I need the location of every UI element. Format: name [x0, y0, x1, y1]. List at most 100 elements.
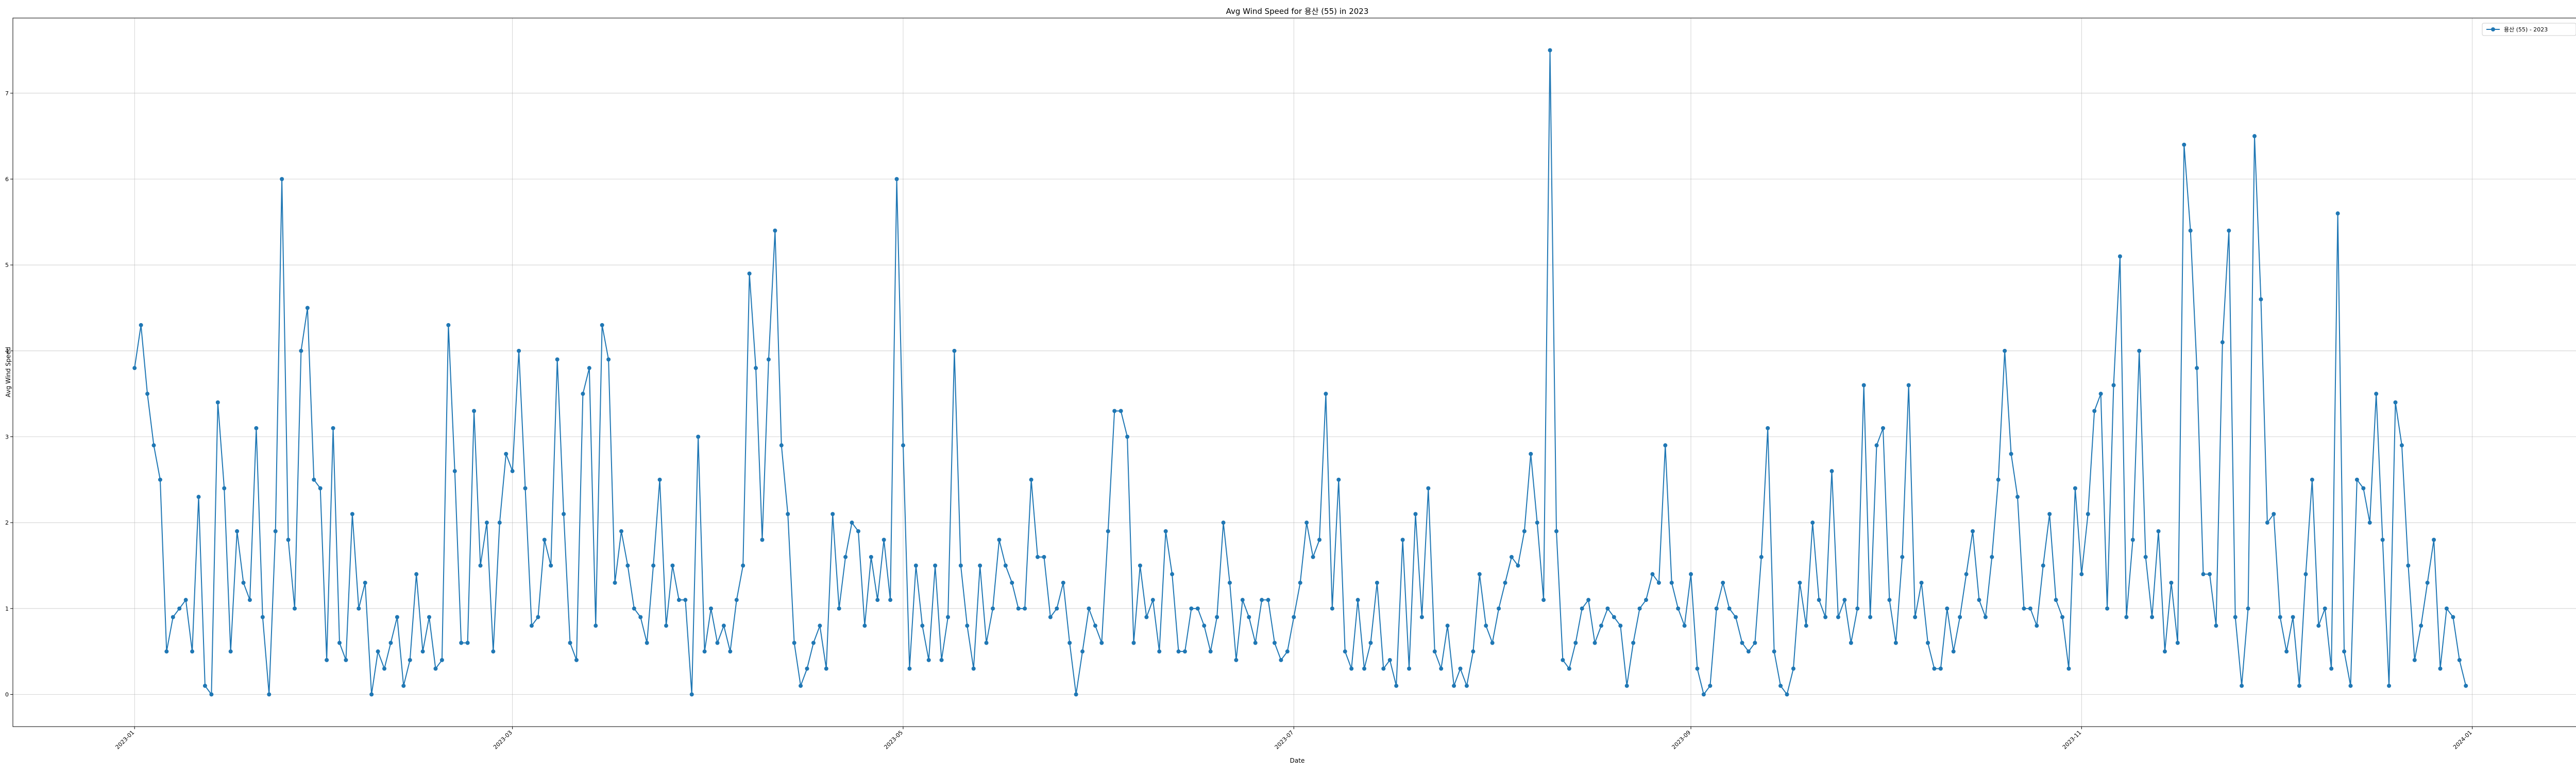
- data-point: [600, 323, 604, 327]
- data-point: [721, 624, 726, 628]
- data-point: [2457, 658, 2462, 662]
- data-point: [1580, 606, 1584, 611]
- data-point: [1701, 692, 1706, 697]
- data-point: [651, 563, 656, 568]
- data-point: [1778, 683, 1783, 688]
- data-point: [1272, 641, 1277, 645]
- data-point: [856, 529, 860, 533]
- data-point: [2297, 683, 2302, 688]
- data-point: [1708, 683, 1713, 688]
- data-point: [484, 520, 489, 525]
- data-point: [1215, 615, 1219, 619]
- data-point: [1381, 666, 1386, 671]
- data-point: [664, 624, 668, 628]
- data-point: [1746, 649, 1751, 654]
- data-point: [888, 598, 893, 602]
- data-point: [1343, 649, 1347, 654]
- data-point: [1400, 537, 1405, 542]
- data-point: [542, 537, 547, 542]
- data-point: [1189, 606, 1194, 611]
- data-point: [786, 512, 790, 516]
- data-point: [325, 658, 329, 662]
- data-point: [1612, 615, 1616, 619]
- data-point: [2342, 649, 2347, 654]
- data-point: [1906, 383, 1911, 388]
- data-point: [2003, 348, 2007, 353]
- data-point: [1880, 426, 1885, 430]
- data-point: [395, 615, 399, 619]
- data-point: [2105, 606, 2110, 611]
- data-point: [1599, 624, 1603, 628]
- legend-marker-swatch: [2491, 27, 2495, 31]
- data-point: [1996, 477, 2001, 482]
- data-point: [594, 624, 598, 628]
- data-point: [2182, 142, 2187, 147]
- data-point: [2278, 615, 2282, 619]
- data-point: [965, 624, 970, 628]
- data-point: [1490, 641, 1495, 645]
- data-point: [1644, 598, 1649, 602]
- data-point: [1497, 606, 1501, 611]
- data-point: [247, 598, 252, 602]
- data-point: [1266, 598, 1270, 602]
- y-tick-label: 7: [5, 90, 9, 97]
- data-point: [1093, 624, 1097, 628]
- data-point: [689, 692, 694, 697]
- data-point: [773, 228, 777, 233]
- data-point: [2406, 563, 2411, 568]
- data-point: [139, 323, 143, 327]
- data-point: [760, 537, 765, 542]
- data-point: [1766, 426, 1770, 430]
- data-point: [427, 615, 432, 619]
- data-point: [2098, 392, 2103, 396]
- data-point: [1951, 649, 1956, 654]
- data-point: [1426, 486, 1431, 491]
- data-point: [1836, 615, 1840, 619]
- data-point: [1029, 477, 1033, 482]
- data-point: [2272, 512, 2276, 516]
- data-point: [2432, 537, 2436, 542]
- data-point: [286, 537, 291, 542]
- data-point: [478, 563, 483, 568]
- data-point: [952, 348, 957, 353]
- data-point: [1010, 580, 1014, 585]
- data-point: [1893, 641, 1898, 645]
- data-point: [2354, 477, 2359, 482]
- data-point: [1208, 649, 1213, 654]
- data-point: [862, 624, 867, 628]
- data-point: [215, 400, 220, 405]
- data-point: [1439, 666, 1444, 671]
- data-point: [1637, 606, 1642, 611]
- data-point: [504, 451, 509, 456]
- data-point: [926, 658, 931, 662]
- data-point: [1938, 666, 1943, 671]
- data-point: [920, 624, 925, 628]
- data-point: [1977, 598, 1981, 602]
- data-point: [2201, 572, 2206, 577]
- data-point: [1324, 392, 1328, 396]
- data-point: [1419, 615, 1424, 619]
- y-axis: 0 1 2 3 4 5 6 7: [5, 90, 13, 698]
- data-point: [1798, 580, 1802, 585]
- data-point: [1157, 649, 1162, 654]
- data-point: [2009, 451, 2013, 456]
- data-point: [408, 658, 412, 662]
- data-point: [1036, 554, 1040, 559]
- data-point: [452, 469, 457, 474]
- data-point: [587, 366, 591, 371]
- data-point: [1240, 598, 1245, 602]
- data-point: [1689, 572, 1693, 577]
- data-point: [1003, 563, 1008, 568]
- data-point: [171, 615, 175, 619]
- data-point: [1355, 598, 1360, 602]
- data-point: [491, 649, 496, 654]
- data-point: [1387, 658, 1392, 662]
- data-point: [2015, 495, 2020, 499]
- data-point: [2137, 348, 2142, 353]
- data-point: [1945, 606, 1950, 611]
- data-point: [1567, 666, 1571, 671]
- data-point: [1586, 598, 1591, 602]
- data-point: [741, 563, 745, 568]
- data-point: [1023, 606, 1027, 611]
- chart-title: Avg Wind Speed for 용산 (55) in 2023: [1226, 7, 1369, 16]
